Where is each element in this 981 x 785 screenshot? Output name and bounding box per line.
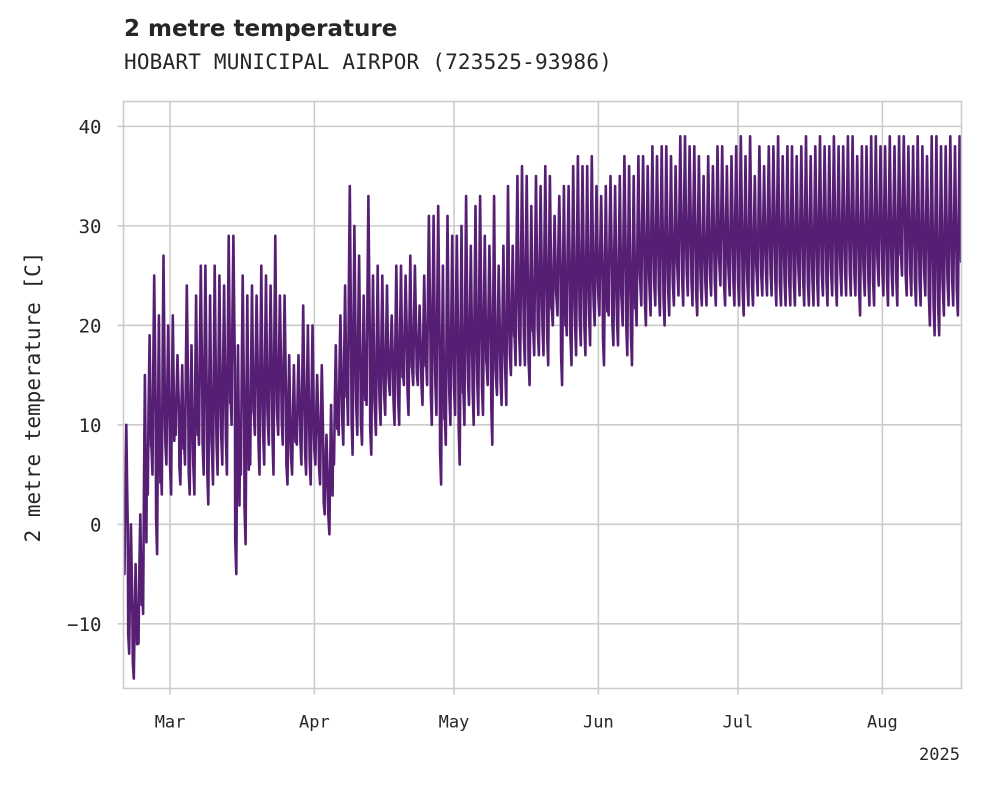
- x-tick-label: Mar: [155, 713, 186, 733]
- chart-title: 2 metre temperature: [124, 16, 398, 42]
- y-tick-label: 10: [79, 415, 102, 437]
- y-tick-label: 20: [79, 315, 102, 337]
- y-tick-label: 30: [79, 216, 102, 238]
- y-axis-label: 2 metre temperature [C]: [21, 252, 45, 543]
- x-tick-label: May: [439, 713, 470, 733]
- plot-frame: [122, 100, 963, 690]
- chart-subtitle: HOBART MUNICIPAL AIRPOR (723525-93986): [124, 50, 613, 74]
- y-tick-label: −10: [67, 614, 101, 636]
- x-tick-label: Apr: [299, 713, 330, 733]
- x-axis: Mar Apr May Jun Jul Aug: [155, 688, 898, 733]
- x-tick-label: Jul: [723, 713, 754, 733]
- y-tick-label: 0: [90, 514, 101, 536]
- x-tick-label: Jun: [583, 713, 614, 733]
- series-layer: [123, 135, 962, 680]
- y-tick-label: 40: [79, 116, 102, 138]
- y-axis: −10 0 10 20 30 40: [67, 116, 124, 636]
- series-line: [123, 135, 962, 680]
- x-tick-label: Aug: [867, 713, 898, 733]
- x-axis-year-label: 2025: [919, 745, 960, 765]
